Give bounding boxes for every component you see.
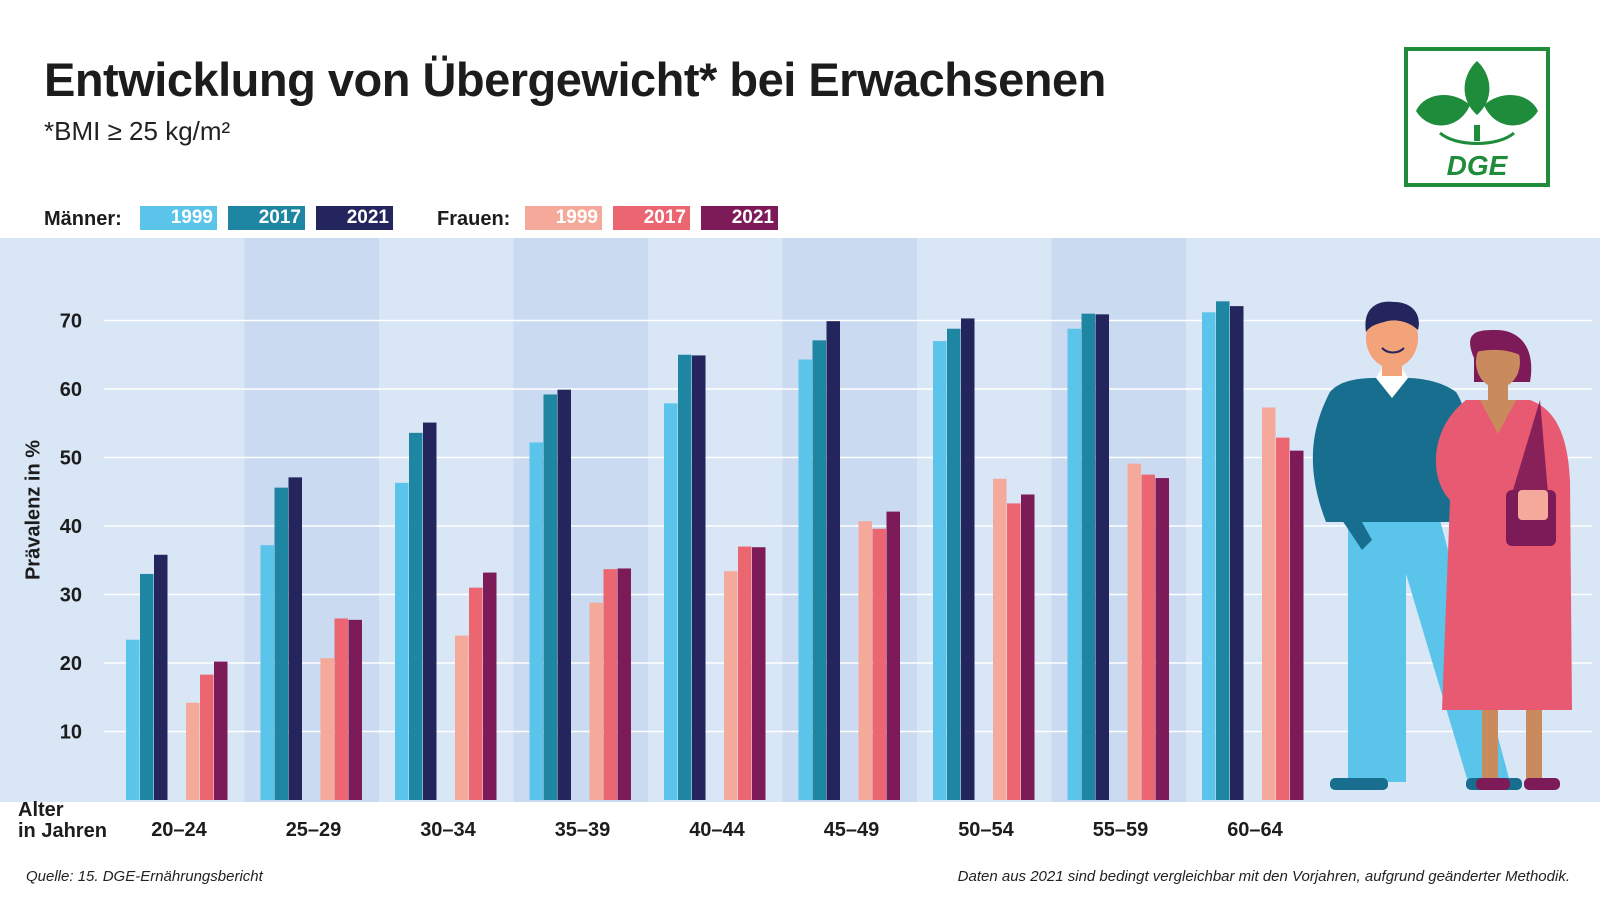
woman-figure (1435, 330, 1572, 790)
legend-women-2017: 2017 (613, 206, 690, 230)
bar-40–44-männer-2021 (692, 355, 706, 800)
bar-30–34-frauen-2017 (469, 587, 483, 800)
bar-25–29-frauen-2021 (348, 619, 362, 800)
x-tick-label: 35–39 (555, 819, 611, 841)
y-tick-label: 60 (60, 379, 82, 401)
bar-60–64-männer-2017 (1216, 301, 1230, 800)
bar-30–34-frauen-2021 (483, 572, 497, 800)
bar-20–24-frauen-1999 (186, 702, 200, 800)
bar-50–54-frauen-1999 (993, 478, 1007, 800)
legend-men-label: Männer: (44, 208, 122, 230)
x-axis-title-text: Alter in Jahren (18, 799, 107, 842)
bar-20–24-männer-2017 (140, 573, 154, 800)
bar-40–44-frauen-1999 (724, 571, 738, 800)
bar-20–24-frauen-2017 (200, 674, 214, 800)
bar-30–34-männer-2017 (409, 432, 423, 800)
bar-25–29-frauen-2017 (334, 618, 348, 800)
bar-50–54-frauen-2021 (1021, 494, 1035, 800)
y-tick-label: 70 (60, 311, 82, 333)
bar-60–64-männer-2021 (1230, 306, 1244, 800)
bar-40–44-männer-2017 (678, 354, 692, 800)
bar-20–24-männer-2021 (154, 554, 168, 800)
x-tick-label: 30–34 (420, 819, 476, 841)
bar-50–54-männer-1999 (933, 341, 947, 800)
bar-55–59-frauen-2021 (1155, 478, 1169, 800)
x-tick-label: 50–54 (958, 819, 1014, 841)
bar-35–39-männer-2017 (543, 394, 557, 800)
bar-45–49-männer-2021 (826, 321, 840, 800)
methodology-note: Daten aus 2021 sind bedingt vergleichbar… (957, 868, 1570, 885)
bar-40–44-männer-1999 (664, 403, 678, 800)
x-tick-label: 40–44 (689, 819, 745, 841)
x-tick-label: 20–24 (151, 819, 207, 841)
y-tick-label: 10 (60, 722, 82, 744)
bar-25–29-männer-2017 (274, 487, 288, 800)
x-tick-label: 25–29 (286, 819, 342, 841)
bar-25–29-frauen-1999 (320, 658, 334, 800)
bar-45–49-frauen-2017 (872, 528, 886, 800)
bar-60–64-frauen-1999 (1262, 407, 1276, 800)
legend-women-1999: 1999 (525, 206, 602, 230)
bar-50–54-männer-2017 (947, 328, 961, 800)
bar-55–59-frauen-1999 (1127, 463, 1141, 800)
bar-30–34-männer-2021 (423, 422, 437, 800)
bar-45–49-männer-2017 (812, 340, 826, 800)
source-note: Quelle: 15. DGE-Ernährungsbericht (26, 868, 263, 885)
bar-60–64-frauen-2017 (1276, 437, 1290, 800)
bar-30–34-männer-1999 (395, 482, 409, 800)
x-tick-label: 55–59 (1093, 819, 1149, 841)
bar-55–59-männer-1999 (1067, 328, 1081, 800)
bar-60–64-frauen-2021 (1290, 450, 1304, 800)
bar-55–59-männer-2017 (1081, 313, 1095, 800)
bar-40–44-frauen-2021 (752, 547, 766, 800)
man-figure (1312, 301, 1522, 790)
y-tick-label: 30 (60, 585, 82, 607)
legend-men-1999: 1999 (140, 206, 217, 230)
bar-25–29-männer-1999 (260, 545, 274, 800)
bar-35–39-männer-2021 (557, 389, 571, 800)
y-tick-label: 20 (60, 653, 82, 675)
bar-35–39-männer-1999 (529, 442, 543, 800)
bar-45–49-männer-1999 (798, 359, 812, 800)
legend-men-2017: 2017 (228, 206, 305, 230)
bar-25–29-männer-2021 (288, 477, 302, 800)
y-tick-label: 50 (60, 448, 82, 470)
bar-45–49-frauen-2021 (886, 511, 900, 800)
x-tick-label: 60–64 (1227, 819, 1283, 841)
bar-50–54-männer-2021 (961, 318, 975, 800)
x-tick-label: 45–49 (824, 819, 880, 841)
bar-35–39-frauen-2021 (617, 568, 631, 800)
svg-text:DGE: DGE (1447, 150, 1509, 181)
bar-35–39-frauen-1999 (589, 602, 603, 800)
people-illustration (1312, 301, 1572, 790)
legend-men-2021: 2021 (316, 206, 393, 230)
legend-women-2021: 2021 (701, 206, 778, 230)
bar-30–34-frauen-1999 (455, 635, 469, 800)
y-axis-label: Prävalenz in % (22, 439, 45, 581)
legend-women-label: Frauen: (437, 208, 511, 230)
chart-subtitle: *BMI ≥ 25 kg/m² (44, 116, 231, 146)
bar-40–44-frauen-2017 (738, 546, 752, 800)
y-tick-label: 40 (60, 516, 82, 538)
bar-50–54-frauen-2017 (1007, 503, 1021, 800)
bar-35–39-frauen-2017 (603, 569, 617, 800)
bar-55–59-frauen-2017 (1141, 474, 1155, 800)
x-axis-title: Alter in Jahren (18, 800, 107, 842)
bar-55–59-männer-2021 (1095, 314, 1109, 800)
chart-title: Entwicklung von Übergewicht* bei Erwachs… (44, 53, 1106, 106)
bar-20–24-männer-1999 (126, 639, 140, 800)
dge-logo: DGE (1404, 47, 1550, 187)
bar-60–64-männer-1999 (1202, 312, 1216, 800)
bar-45–49-frauen-1999 (858, 521, 872, 800)
bar-20–24-frauen-2021 (214, 661, 228, 800)
